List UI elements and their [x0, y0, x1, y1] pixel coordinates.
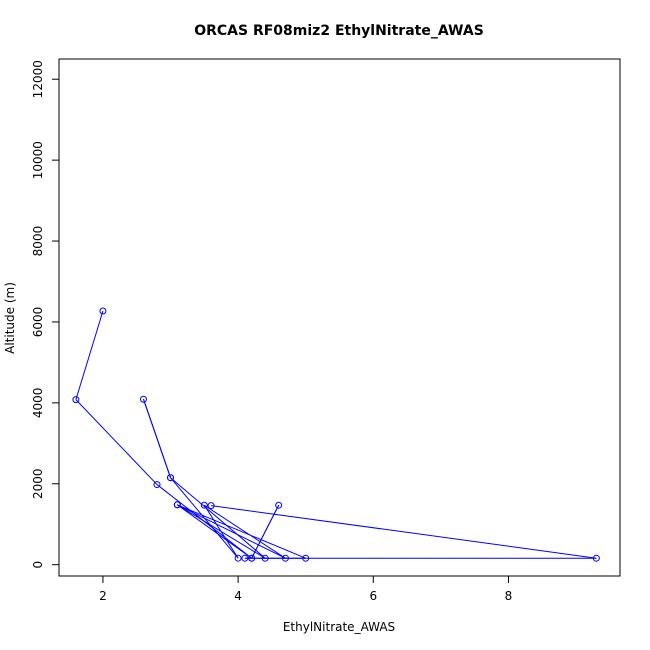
series-line-segment: [177, 504, 286, 559]
y-tick-label: 0: [31, 561, 45, 569]
y-tick-label: 8000: [31, 226, 45, 257]
y-tick-label: 12000: [31, 60, 45, 98]
plot-frame: [58, 58, 621, 577]
data-point: [261, 554, 269, 562]
series-line-segment: [170, 477, 266, 559]
y-tick-label: 2000: [31, 468, 45, 499]
data-point: [72, 396, 80, 404]
data-point: [200, 501, 208, 509]
data-point: [592, 554, 600, 562]
data-point: [302, 554, 310, 562]
data-point: [99, 307, 107, 315]
data-point: [167, 474, 175, 482]
x-axis: 2 4 6 8: [99, 576, 512, 603]
data-point: [248, 554, 256, 562]
data-point: [153, 481, 161, 489]
data-point: [275, 501, 283, 509]
data-point: [241, 554, 249, 562]
data-point: [173, 501, 181, 509]
series-line-segment: [75, 399, 158, 485]
series-line-segment: [204, 504, 286, 559]
data-point: [139, 395, 147, 403]
y-axis: 0 2000 4000 6000 8000 10000 12000: [31, 60, 59, 568]
series-line-segment: [75, 310, 104, 400]
series-line-segment: [176, 504, 252, 559]
series-line-segment: [211, 505, 597, 559]
x-axis-label: EthylNitrate_AWAS: [283, 620, 395, 634]
chart-title: ORCAS RF08miz2 EthylNitrate_AWAS: [194, 23, 484, 39]
y-tick-label: 6000: [31, 307, 45, 338]
series-line-segment: [203, 504, 239, 559]
data-point: [234, 554, 242, 562]
data-point: [207, 502, 215, 510]
x-tick-label: 6: [369, 589, 377, 603]
series-layer: [72, 307, 600, 562]
x-tick-label: 4: [234, 589, 242, 603]
series-line-segment: [177, 504, 306, 559]
data-point: [281, 554, 289, 562]
x-tick-label: 8: [505, 589, 513, 603]
series-line-segment: [143, 399, 171, 478]
y-axis-label: Altitude (m): [3, 282, 17, 354]
y-tick-label: 4000: [31, 388, 45, 419]
y-tick-label: 10000: [31, 141, 45, 179]
x-tick-label: 2: [99, 589, 107, 603]
